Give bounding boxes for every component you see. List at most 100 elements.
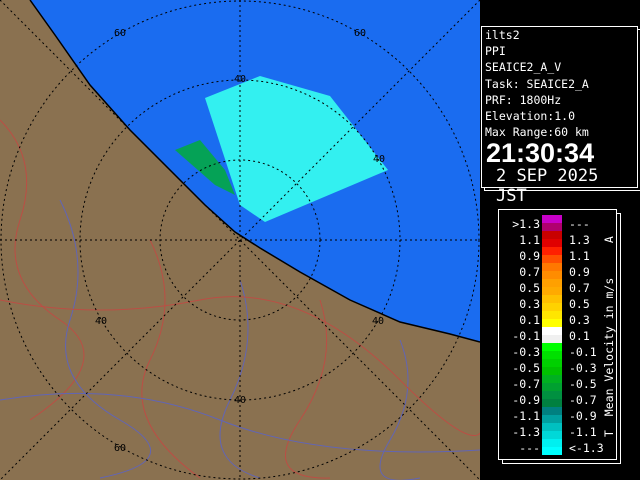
legend-swatch [542, 335, 562, 343]
range-label: 40 [234, 74, 246, 85]
legend-row: 0.9 1.1 [499, 249, 616, 265]
legend-swatch [542, 343, 562, 351]
legend-low: 0.9 [519, 249, 540, 263]
legend-swatch [542, 399, 562, 407]
product-name: SEAICE2_A_V [485, 60, 562, 75]
legend-high: 0.1 [569, 329, 590, 343]
legend-low: -0.3 [512, 345, 540, 359]
legend-swatch [542, 303, 562, 311]
legend-low: 0.3 [519, 297, 540, 311]
legend-high: -0.7 [569, 393, 597, 407]
legend-swatch [542, 271, 562, 279]
legend-swatch [542, 391, 562, 399]
legend-high: -0.5 [569, 377, 597, 391]
range-label: 40 [234, 395, 246, 406]
legend-high: 1.1 [569, 249, 590, 263]
legend-high: 0.3 [569, 313, 590, 327]
info-panel: ilts2 PPI SEAICE2_A_V Task: SEAICE2_A PR… [481, 26, 638, 206]
legend-high: 1.3 [569, 233, 590, 247]
velocity-legend: T Mean Velocity in m/s A >1.3 --- 1.1 1.3 0.… [498, 209, 617, 460]
land-contours [0, 119, 480, 480]
legend-swatch [542, 295, 562, 303]
legend-row: -0.3 -0.1 [499, 345, 616, 361]
max-range: Max Range:60 km [485, 125, 589, 140]
legend-low: -0.9 [512, 393, 540, 407]
legend-row: -0.9 -0.7 [499, 393, 616, 409]
range-label: 40 [95, 316, 107, 327]
legend-swatch [542, 367, 562, 375]
legend-swatch [542, 327, 562, 335]
task-name: Task: SEAICE2_A [485, 76, 589, 91]
legend-row: -1.3 -1.1 [499, 425, 616, 441]
elevation: Elevation:1.0 [485, 109, 576, 124]
range-label: 60 [114, 443, 126, 454]
legend-row: 0.5 0.7 [499, 281, 616, 297]
legend-low: --- [519, 441, 540, 455]
range-label: 60 [114, 28, 126, 39]
legend-swatch [542, 439, 562, 447]
legend-high: 0.7 [569, 281, 590, 295]
legend-low: -0.1 [512, 329, 540, 343]
legend-swatch [542, 215, 562, 223]
legend-swatch [542, 311, 562, 319]
legend-low: -1.3 [512, 425, 540, 439]
legend-row: 0.3 0.5 [499, 297, 616, 313]
range-label: 40 [372, 316, 384, 327]
scan-time: 21:30:34 [486, 138, 595, 169]
legend-high: 0.9 [569, 265, 590, 279]
legend-low: -0.7 [512, 377, 540, 391]
legend-high: -0.1 [569, 345, 597, 359]
legend-row: -0.5 -0.3 [499, 361, 616, 377]
legend-swatch [542, 423, 562, 431]
legend-high: -0.3 [569, 361, 597, 375]
legend-swatch [542, 247, 562, 255]
legend-row: -0.7 -0.5 [499, 377, 616, 393]
legend-high: -1.1 [569, 425, 597, 439]
legend-low: >1.3 [512, 217, 540, 231]
range-rings [0, 0, 480, 480]
legend-swatch [542, 431, 562, 439]
legend-swatch [542, 383, 562, 391]
legend-swatch [542, 287, 562, 295]
legend-high: --- [569, 217, 590, 231]
legend-row: 0.7 0.9 [499, 265, 616, 281]
legend-swatch [542, 223, 562, 231]
coastline [29, 0, 480, 343]
legend-swatch [542, 239, 562, 247]
legend-row: 1.1 1.3 [499, 233, 616, 249]
legend-swatch [542, 319, 562, 327]
legend-low: -1.1 [512, 409, 540, 423]
legend-swatch [542, 231, 562, 239]
legend-low: 0.7 [519, 265, 540, 279]
scan-mode: PPI [485, 44, 506, 59]
legend-low: 0.1 [519, 313, 540, 327]
range-label: 60 [354, 28, 366, 39]
legend-swatch [542, 375, 562, 383]
legend-swatch [542, 255, 562, 263]
legend-low: 0.5 [519, 281, 540, 295]
legend-row: --- <-1.3 [499, 441, 616, 457]
legend-row: -0.1 0.1 [499, 329, 616, 345]
legend-swatch [542, 407, 562, 415]
legend-high: 0.5 [569, 297, 590, 311]
legend-swatch [542, 351, 562, 359]
range-label: 40 [373, 154, 385, 165]
legend-swatch [542, 359, 562, 367]
echo-green [175, 140, 235, 195]
legend-swatch [542, 447, 562, 455]
legend-row: -1.1 -0.9 [499, 409, 616, 425]
legend-swatch [542, 279, 562, 287]
legend-row: >1.3 --- [499, 217, 616, 233]
legend-high: <-1.3 [569, 441, 604, 455]
radar-ppi-map[interactable]: 60 60 40 40 40 40 40 60 [0, 0, 480, 480]
echo-region [205, 76, 388, 222]
station-name: ilts2 [485, 28, 520, 42]
legend-low: 1.1 [519, 233, 540, 247]
prf: PRF: 1800Hz [485, 92, 562, 107]
legend-low: -0.5 [512, 361, 540, 375]
legend-high: -0.9 [569, 409, 597, 423]
legend-swatch [542, 263, 562, 271]
legend-swatch [542, 415, 562, 423]
scan-date: 2 SEP 2025 JST [496, 166, 599, 207]
legend-row: 0.1 0.3 [499, 313, 616, 329]
